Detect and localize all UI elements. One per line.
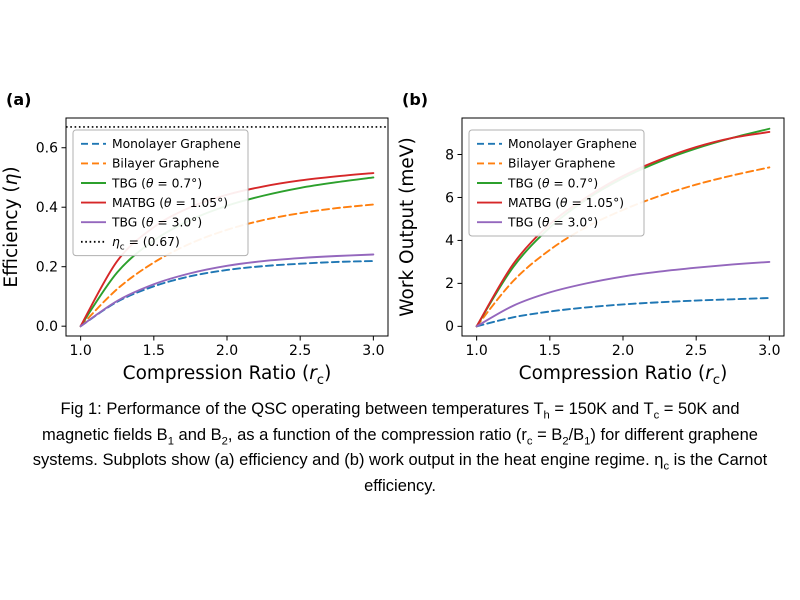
y-tick-label: 0.2: [36, 260, 58, 276]
series-line: [475, 260, 771, 328]
x-axis-label: Compression Ratio (rc): [123, 363, 332, 386]
x-tick-label: 1.0: [466, 343, 488, 359]
figure-caption: Fig 1: Performance of the QSC operating …: [32, 400, 768, 495]
y-tick-label: 2: [445, 276, 454, 292]
y-tick-label: 0.6: [36, 141, 58, 157]
legend-label: MATBG (θ = 1.05°): [508, 196, 624, 210]
legend-label: MATBG (θ = 1.05°): [112, 196, 228, 210]
panel-label-a: (a): [6, 90, 32, 109]
y-tick-label: 6: [445, 190, 454, 206]
y-tick-label: 0.4: [36, 200, 58, 216]
chart-efficiency: 1.0 1.5 2.0 2.5 3.0 0.0 0.2 0.4 0.6 Compression R…: [1, 86, 396, 388]
legend-label: TBG (θ = 3.0°): [111, 216, 202, 230]
legend-label: Bilayer Graphene: [112, 157, 219, 171]
x-tick-label: 2.5: [685, 343, 707, 359]
legend: Monolayer Graphene Bilayer Graphene TBG (θ…: [72, 129, 249, 257]
panel-label-b: (b): [402, 90, 429, 109]
legend-label: TBG (θ = 0.7°): [507, 176, 598, 190]
legend-label: ηc = (0.67): [112, 235, 180, 252]
y-axis-label: Efficiency (η): [2, 166, 22, 287]
legend-label: Monolayer Graphene: [508, 137, 637, 151]
y-tick-label: 0.0: [36, 319, 58, 335]
legend: Monolayer Graphene Bilayer Graphene TBG (θ…: [468, 129, 645, 237]
x-tick-label: 2.0: [216, 343, 238, 359]
x-tick-label: 1.5: [143, 343, 165, 359]
y-axis-label: Work Output (meV): [398, 137, 418, 316]
y-tick-label: 4: [445, 233, 454, 249]
chart-svg-b: 1.0 1.5 2.0 2.5 3.0 0 2 4 6 8 Compression Ratio (r…: [397, 117, 785, 388]
legend-label: Monolayer Graphene: [112, 137, 241, 151]
x-tick-label: 1.5: [539, 343, 561, 359]
x-tick-label: 1.0: [70, 343, 92, 359]
series-line: [79, 260, 375, 328]
series-line: [79, 253, 375, 328]
y-tick-label: 0: [445, 319, 454, 335]
chart-work-output: 1.0 1.5 2.0 2.5 3.0 0 2 4 6 8 Compression Ratio (r…: [397, 86, 792, 388]
x-axis-label: Compression Ratio (rc): [519, 363, 728, 386]
y-tick-label: 8: [445, 147, 454, 163]
legend-label: Bilayer Graphene: [508, 157, 615, 171]
x-tick-label: 2.0: [612, 343, 634, 359]
series-line: [475, 297, 771, 328]
x-tick-label: 2.5: [289, 343, 311, 359]
x-tick-label: 3.0: [362, 343, 384, 359]
legend-label: TBG (θ = 3.0°): [507, 216, 598, 230]
x-tick-label: 3.0: [758, 343, 780, 359]
legend-label: TBG (θ = 0.7°): [111, 176, 202, 190]
chart-svg-a: 1.0 1.5 2.0 2.5 3.0 0.0 0.2 0.4 0.6 Compression R…: [1, 117, 389, 388]
